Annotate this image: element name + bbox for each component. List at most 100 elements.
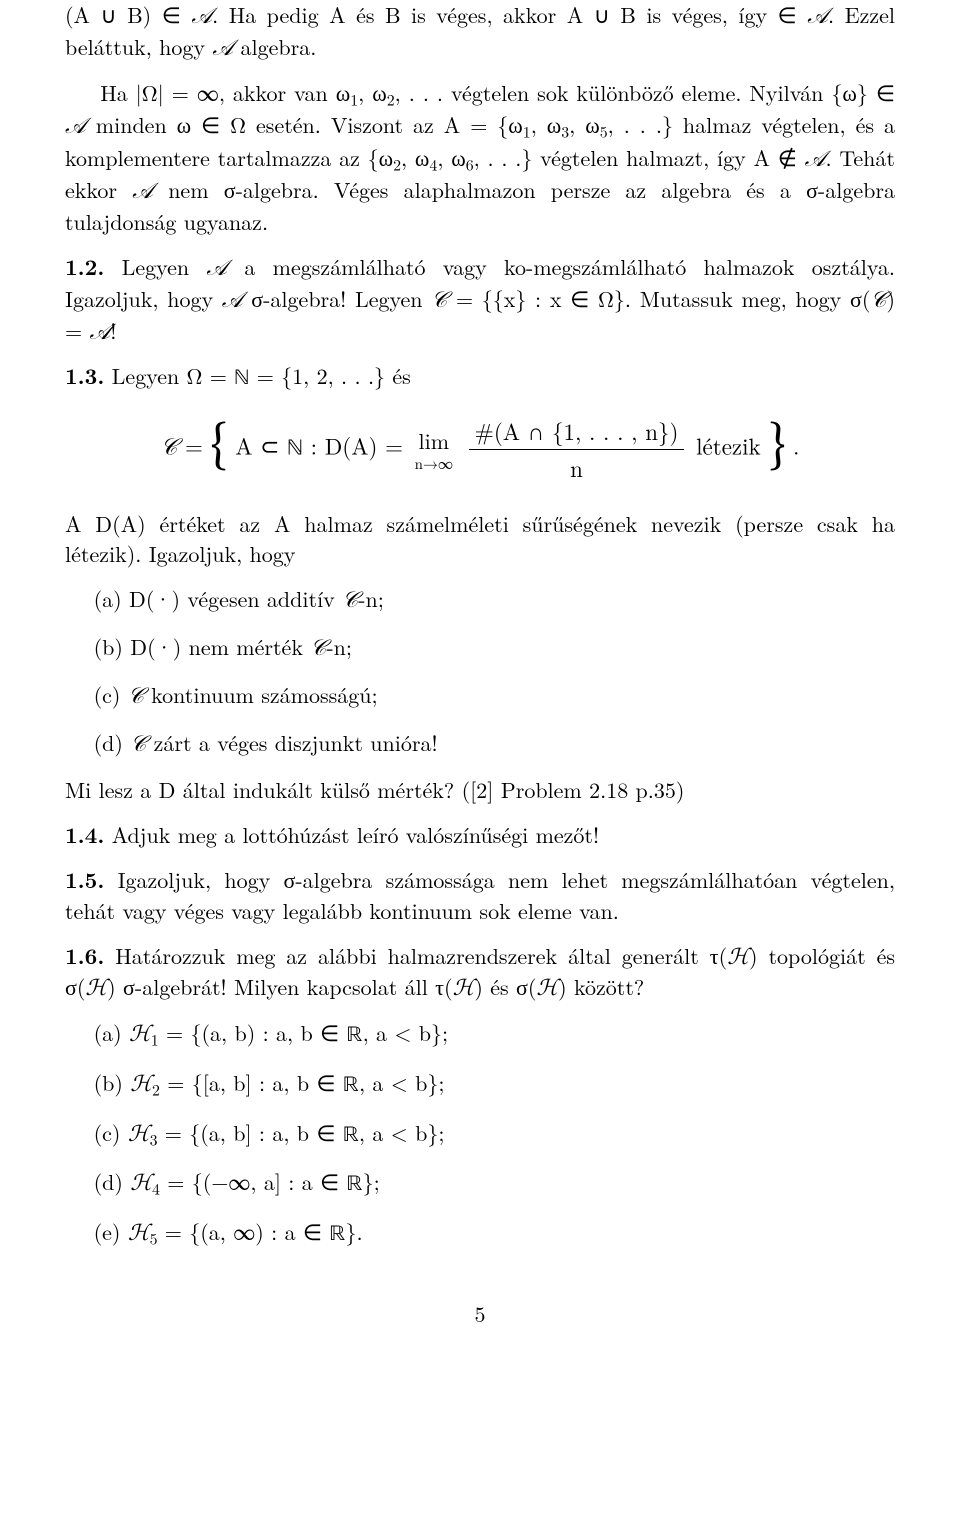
sym-A: 𝒜	[222, 287, 243, 312]
sym-H: ℋ	[130, 1170, 152, 1195]
ex12-d: = {{x} : x ∈ Ω}. Mutassuk meg, hogy σ(	[447, 283, 870, 314]
p2-h: nem σ-algebra. Véges alaphalmazon persze…	[65, 174, 895, 237]
enum13c-pre: (c)	[94, 679, 128, 710]
sym-N: ℕ	[287, 438, 303, 461]
enum16a-mid: = {(a, b) : a, b ∈	[159, 1017, 347, 1048]
enum13c-post: kontinuum számosságú;	[144, 679, 378, 710]
enum13d-post: zárt a véges diszjunkt unióra!	[146, 727, 437, 758]
p2-c: , . . . végtelen sok különböző eleme. Ny…	[395, 77, 895, 108]
display-equation-density: 𝒞 = { A ⊂ ℕ : D(A) = lim n→∞ #(A ∩ {1, .…	[65, 415, 895, 484]
page-content: (A ∪ B) ∈ 𝒜. Ha pedig A és B is véges, a…	[0, 0, 960, 1360]
sym-H: ℋ	[130, 1071, 152, 1096]
disp-mid2: : D(A) =	[303, 429, 411, 462]
enum16b-post: , a < b};	[359, 1067, 445, 1098]
p1-part2: . Ha pedig A és B is véges, akkor A ∪ B …	[212, 0, 807, 30]
ex16-a: Határozzuk meg az alábbi halmazrendszere…	[104, 940, 727, 971]
sym-C: 𝒞	[431, 287, 447, 312]
enum-1-3-a: (a) D(·) végesen additív 𝒞-n;	[65, 584, 895, 616]
sym-C: 𝒞	[161, 435, 178, 460]
p2-b: , ω	[531, 109, 562, 140]
disp-period: .	[793, 429, 799, 462]
ex14-text: Adjuk meg a lottóhúzást leíró valószínűs…	[104, 819, 599, 850]
enum13b-pre: (b) D(·) nem mérték	[94, 631, 311, 662]
p2-b: , ω	[358, 77, 387, 108]
enum-1-6-c: (c) ℋ3 = {(a, b] : a, b ∈ ℝ, a < b};	[65, 1118, 895, 1152]
h1-sub: 1	[151, 1028, 159, 1051]
enum-1-6-b: (b) ℋ2 = {[a, b] : a, b ∈ ℝ, a < b};	[65, 1068, 895, 1102]
ex14-label: 1.4.	[65, 819, 104, 850]
enum16e-mid: = {(a, ∞) : a ∈	[157, 1216, 329, 1247]
ex16-d: ) és σ(	[474, 971, 536, 1002]
sym-R: ℝ	[343, 1125, 359, 1147]
sym-R: ℝ	[347, 1025, 363, 1047]
sym-H: ℋ	[536, 975, 558, 1000]
exercise-1-2: 1.2. Legyen 𝒜 a megszámlálható vagy ko-m…	[65, 252, 895, 347]
paragraph-proof-continuation: (A ∪ B) ∈ 𝒜. Ha pedig A és B is véges, a…	[65, 0, 895, 64]
enum16e-pre: (e)	[94, 1216, 128, 1247]
ex16-c: ) σ-algebrát! Milyen kapcsolat áll τ(	[107, 971, 452, 1002]
exercise-1-4: 1.4. Adjuk meg a lottóhúzást leíró valós…	[65, 820, 895, 851]
disp-mid1: A ⊂	[235, 429, 287, 462]
enum-1-3-c: (c) 𝒞 kontinuum számosságú;	[65, 680, 895, 712]
limit-operator: lim n→∞	[415, 426, 453, 474]
p2-b: , ω	[437, 142, 465, 173]
p2-b: , ω	[401, 142, 429, 173]
sym-A: 𝒜	[805, 146, 826, 171]
sym-H: ℋ	[129, 1021, 151, 1046]
ex13-b: = {1, 2, . . .} és	[249, 360, 410, 391]
p2-f: , . . .} végtelen halmazt, így A ∉	[474, 142, 805, 173]
p1-part1: (A ∪ B) ∈	[65, 0, 191, 30]
sym-C: 𝒞	[342, 587, 358, 612]
enum-1-3: (a) D(·) végesen additív 𝒞-n; (b) D(·) n…	[65, 584, 895, 759]
sym-A: 𝒜	[807, 3, 828, 28]
h4-sub: 4	[152, 1177, 160, 1200]
enum16a-pre: (a)	[94, 1017, 129, 1048]
ex15-label: 1.5.	[65, 864, 104, 895]
fraction-den: n	[469, 450, 685, 484]
ex12-f: !	[110, 315, 116, 346]
h2-sub: 2	[152, 1077, 160, 1100]
p-after-disp: A D(A) értéket az A halmaz számelméleti …	[65, 508, 895, 570]
fraction: #(A ∩ {1, . . . , n}) n	[469, 415, 685, 484]
sym-H: ℋ	[128, 1220, 150, 1245]
sym-C: 𝒞	[870, 287, 886, 312]
sym-R: ℝ	[329, 1224, 345, 1246]
paragraph-omega-infinite: Ha |Ω| = ∞, akkor van ω1, ω2, . . . végt…	[65, 78, 895, 238]
page-number: 5	[65, 1299, 895, 1330]
exercise-1-6: 1.6. Határozzuk meg az alábbi halmazrend…	[65, 941, 895, 1005]
ex12-c: σ-algebra! Legyen	[243, 283, 432, 314]
sym-H: ℋ	[453, 975, 475, 1000]
enum-1-6: (a) ℋ1 = {(a, b) : a, b ∈ ℝ, a < b}; (b)…	[65, 1018, 895, 1251]
ex13-a: Legyen Ω =	[104, 360, 234, 391]
ex15-text: Igazoljuk, hogy σ-algebra számossága nem…	[65, 864, 895, 926]
sym-H: ℋ	[85, 975, 107, 1000]
enum16b-mid: = {[a, b] : a, b ∈	[160, 1067, 343, 1098]
sym-A: 𝒜	[191, 3, 212, 28]
enum13a-pre: (a) D(·) végesen additív	[94, 583, 343, 614]
sym-C: 𝒞	[130, 731, 146, 756]
exercise-1-3-intro: 1.3. Legyen Ω = ℕ = {1, 2, . . .} és	[65, 361, 895, 395]
enum16d-mid: = {(−∞, a] : a ∈	[160, 1166, 347, 1197]
sym-A: 𝒜	[132, 178, 153, 203]
disp-after: létezik	[696, 429, 768, 462]
sym-A: 𝒜	[206, 255, 227, 280]
enum13d-pre: (d)	[94, 727, 131, 758]
fraction-num: #(A ∩ {1, . . . , n})	[469, 415, 685, 450]
ex16-e: ) között?	[558, 971, 644, 1002]
question-outer-measure: Mi lesz a D által indukált külső mérték?…	[65, 775, 895, 806]
paragraph-density-defn: A D(A) értéket az A halmaz számelméleti …	[65, 509, 895, 571]
p2-b: , ω	[569, 109, 600, 140]
p1-part4: algebra.	[233, 31, 316, 62]
sym-N: ℕ	[234, 368, 249, 390]
sym-H: ℋ	[128, 1121, 150, 1146]
enum16b-pre: (b)	[94, 1067, 131, 1098]
exercise-1-5: 1.5. Igazoljuk, hogy σ-algebra számosság…	[65, 865, 895, 927]
enum-1-6-d: (d) ℋ4 = {(−∞, a] : a ∈ ℝ};	[65, 1167, 895, 1201]
enum-1-6-e: (e) ℋ5 = {(a, ∞) : a ∈ ℝ}.	[65, 1217, 895, 1251]
enum13b-post: -n;	[326, 631, 352, 662]
sym-R: ℝ	[343, 1075, 359, 1097]
ex16-label: 1.6.	[65, 940, 104, 971]
ex13-label: 1.3.	[65, 360, 104, 391]
enum16c-pre: (c)	[94, 1117, 128, 1148]
ex12-label: 1.2.	[65, 251, 104, 282]
